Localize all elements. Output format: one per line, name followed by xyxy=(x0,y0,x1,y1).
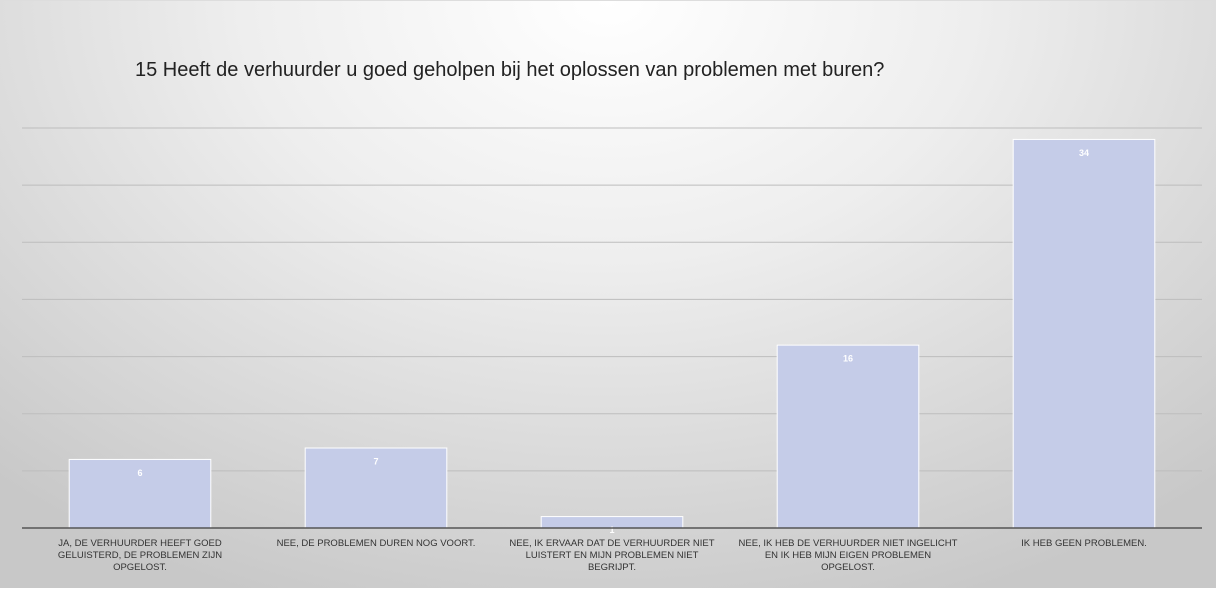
bar xyxy=(776,344,920,529)
x-tick-label: IK HEB GEEN PROBLEMEN. xyxy=(1021,538,1147,549)
x-tick-label: NEE, IK HEB DE VERHUURDER NIET INGELICHT… xyxy=(738,538,958,573)
data-label: 6 xyxy=(137,468,142,478)
chart-title: 15 Heeft de verhuurder u goed geholpen b… xyxy=(135,59,885,81)
data-label: 16 xyxy=(843,354,853,364)
x-tick-label: NEE, DE PROBLEMEN DUREN NOG VOORT. xyxy=(276,538,476,549)
x-tick-label: JA, DE VERHUURDER HEEFT GOED GELUISTERD,… xyxy=(57,538,223,573)
data-label: 1 xyxy=(609,525,614,535)
bar xyxy=(304,447,448,529)
data-label: 7 xyxy=(373,456,378,466)
bar xyxy=(1012,138,1156,529)
bar xyxy=(68,458,212,529)
data-label: 34 xyxy=(1079,148,1089,158)
x-tick-label: NEE, IK ERVAAR DAT DE VERHUURDER NIET LU… xyxy=(509,538,715,573)
